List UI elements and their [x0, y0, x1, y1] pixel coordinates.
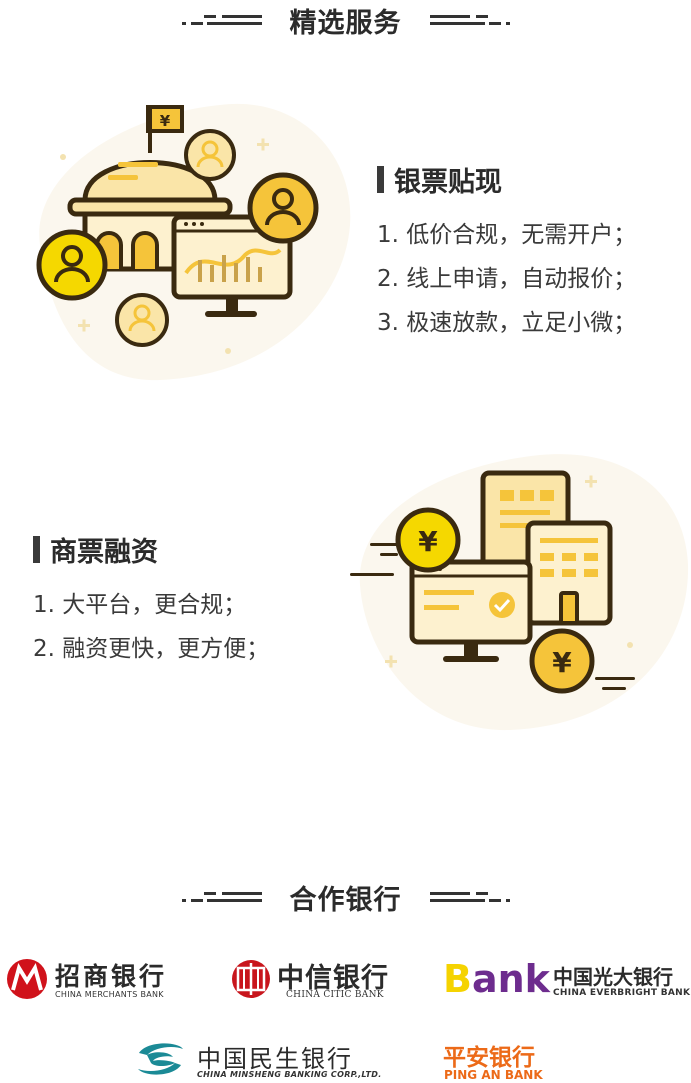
yen-coin-top-icon: ¥: [395, 507, 461, 573]
title-decoration-left-icon: [181, 15, 262, 25]
pingan-logo: 平安银行 PING AN BANK: [443, 1038, 573, 1083]
ceb-name-en: CHINA EVERBRIGHT BANK: [553, 988, 691, 998]
ceb-bank-mark: Bank: [443, 957, 550, 1001]
commercial-bill-heading: 商票融资: [33, 530, 158, 569]
citic-name-cn: 中信银行: [277, 963, 389, 994]
heading-accent-bar: [33, 536, 40, 563]
partners-section-header: 合作银行: [0, 877, 691, 917]
citic-logo: 中信银行 CHINA CITIC BANK: [230, 955, 410, 1005]
title-decoration-right-icon: [429, 15, 510, 25]
cmb-name-en: CHINA MERCHANTS BANK: [55, 990, 164, 999]
ceb-logo: Bank 中国光大银行 CHINA EVERBRIGHT BANK: [443, 955, 691, 1005]
monitor-payment-icon: [409, 559, 533, 662]
commercial-bill-line-1: 1. 大平台，更合规；: [33, 592, 247, 618]
bill-discount-line-3: 3. 极速放款，立足小微；: [377, 310, 637, 336]
yen-flag-icon: ¥: [146, 105, 184, 137]
cmb-m-icon: [7, 959, 47, 999]
ceb-mark-b: B: [443, 957, 472, 1001]
citic-mark-icon: [232, 960, 270, 998]
person-coin-bottom-icon: [115, 293, 169, 347]
cmbc-logo: 中国民生银行 CHINA MINSHENG BANKING CORP.,LTD.: [133, 1037, 403, 1083]
svg-text:¥: ¥: [552, 646, 572, 679]
office-building-short-icon: [525, 520, 613, 626]
cmbc-name-en: CHINA MINSHENG BANKING CORP.,LTD.: [197, 1070, 382, 1079]
citic-name-en: CHINA CITIC BANK: [286, 990, 384, 1000]
ceb-mark-rest: ank: [471, 957, 550, 1001]
title-decoration-right-icon: [429, 892, 510, 902]
bill-discount-title: 银票贴现: [394, 167, 502, 198]
pingan-name-en: PING AN BANK: [444, 1068, 543, 1082]
cmb-logo: 招商银行 CHINA MERCHANTS BANK: [5, 955, 195, 1005]
commercial-bill-line-2: 2. 融资更快，更方便；: [33, 636, 270, 662]
svg-text:¥: ¥: [418, 525, 438, 558]
bill-financing-illustration: ¥ ¥: [350, 454, 689, 731]
bill-discount-line-1: 1. 低价合规，无需开户；: [377, 222, 637, 248]
bank-building-illustration: ¥: [36, 103, 351, 381]
person-coin-top-icon: [184, 129, 236, 181]
partners-title: 合作银行: [289, 884, 402, 916]
cmb-name-cn: 招商银行: [55, 962, 168, 991]
services-section-header: 精选服务: [0, 0, 691, 40]
person-coin-left-icon: [36, 229, 108, 301]
person-coin-right-icon: [247, 172, 319, 244]
svg-text:¥: ¥: [160, 112, 171, 130]
services-title: 精选服务: [289, 7, 402, 39]
cmbc-name-cn: 中国民生银行: [197, 1045, 353, 1073]
ceb-name-cn: 中国光大银行: [553, 965, 673, 989]
heading-accent-bar: [377, 166, 384, 193]
title-decoration-left-icon: [181, 892, 262, 902]
yen-coin-bottom-icon: ¥: [529, 628, 595, 694]
bill-discount-heading: 银票贴现: [377, 160, 502, 199]
pingan-name-cn: 平安银行: [443, 1045, 535, 1071]
commercial-bill-title: 商票融资: [50, 537, 158, 568]
bill-discount-line-2: 2. 线上申请，自动报价；: [377, 266, 637, 292]
cmbc-mark-icon: [138, 1043, 183, 1075]
sparkle-decorations-icon: [385, 475, 633, 668]
motion-lines-icon: [350, 543, 635, 690]
sparkle-decorations-icon: [60, 138, 269, 354]
